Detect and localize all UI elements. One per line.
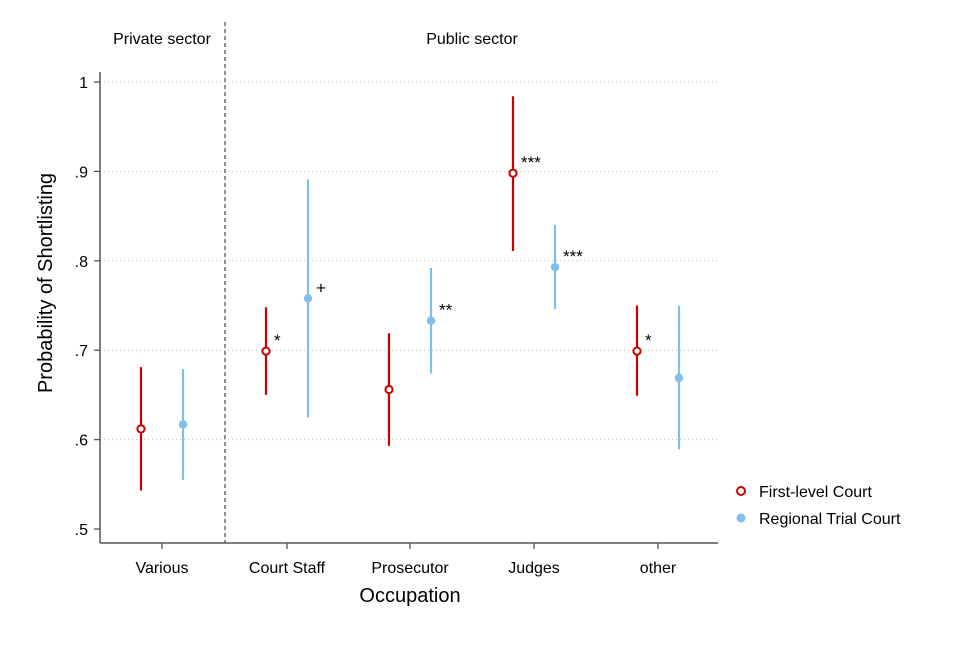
point-estimate [674,373,684,383]
significance-label: * [645,331,652,350]
legend-label-regional-trial: Regional Trial Court [759,511,901,528]
section-label-private: Private sector [113,31,211,48]
significance-label: * [274,331,281,350]
y-axis-title: Probability of Shortlisting [35,173,57,393]
x-tick-label: Various [135,560,188,577]
point-estimate [550,262,560,272]
y-tick-label: .8 [75,254,88,271]
legend-label-first-level: First-level Court [759,484,872,501]
gridlines [100,81,718,441]
significance-label: ** [439,301,453,320]
x-ticks: Various Court Staff Prosecutor Judges other [135,543,677,577]
y-tick-label: .6 [75,433,88,450]
point-estimate [303,294,313,303]
point-estimate [178,420,188,429]
y-tick-label: .5 [75,522,88,539]
point-estimate [426,316,436,325]
x-tick-label: Judges [508,560,560,577]
x-tick-label: other [640,560,677,577]
axes [99,22,718,544]
point-estimate [261,346,271,356]
x-axis-title: Occupation [359,585,460,607]
y-tick-label: 1 [79,75,88,92]
section-label-public: Public sector [426,31,518,48]
section-labels: Private sector Public sector [113,31,518,48]
point-estimate [136,424,146,434]
x-tick-label: Prosecutor [371,560,449,577]
series: *****+***** [136,96,684,491]
legend: First-level Court Regional Trial Court [736,484,901,528]
y-tick-label: .9 [75,164,88,181]
legend-marker-regional-trial [736,513,746,523]
x-tick-label: Court Staff [249,560,326,577]
significance-label: *** [521,153,541,172]
significance-label: *** [563,247,583,266]
significance-label: + [316,278,326,297]
series-0: ***** [136,96,652,491]
point-estimate [384,384,394,395]
series-1: +***** [178,179,684,480]
y-tick-label: .7 [75,343,88,360]
point-estimate [632,346,642,356]
legend-marker-first-level [736,486,746,496]
y-ticks: .5 .6 .7 .8 .9 1 [75,75,100,539]
point-estimate [508,168,518,178]
